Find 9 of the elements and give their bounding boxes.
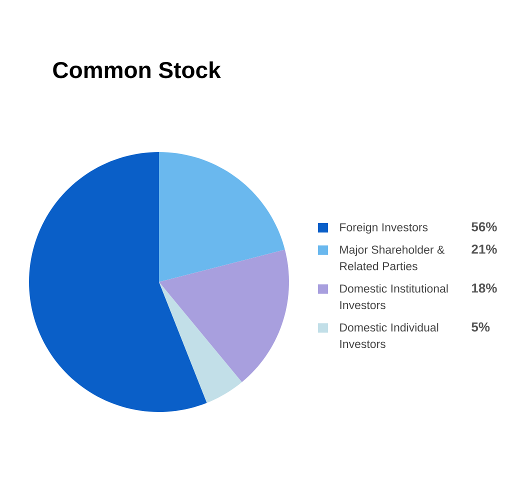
legend-label: Domestic Individual Investors (340, 323, 438, 348)
legend-label: Major Shareholder & Related Parties (340, 245, 444, 270)
legend-label: Domestic Institutional Investors (340, 284, 448, 310)
data-label: 5% (472, 322, 490, 332)
data-label: 56% (472, 222, 497, 232)
legend-label: Foreign Investors (340, 222, 428, 234)
data-label: 21% (472, 244, 497, 254)
data-label: 18% (472, 283, 497, 293)
chart-title: Common Stock (53, 61, 221, 78)
